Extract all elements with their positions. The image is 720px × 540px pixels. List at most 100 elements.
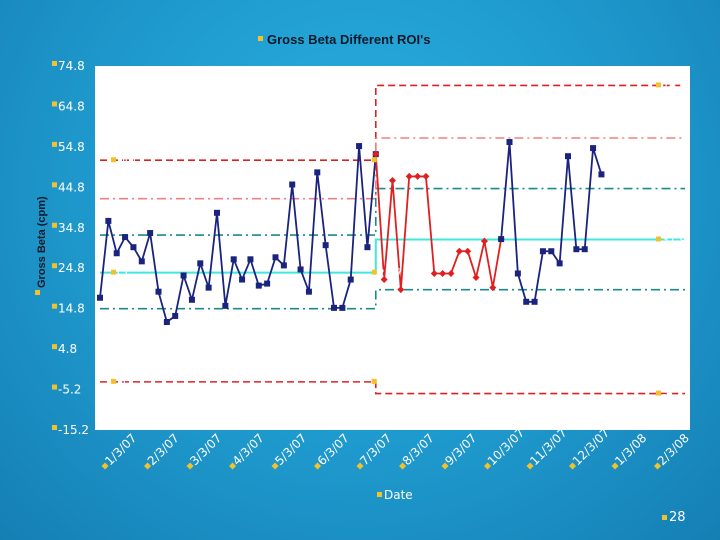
y-tick-bullet (52, 101, 57, 107)
title-bullet (258, 36, 263, 41)
x-tick-label: 5/3/07 (272, 431, 309, 468)
data-point (197, 260, 204, 267)
x-tick-label: 1/3/07 (102, 431, 139, 468)
control-line-ucl (100, 84, 685, 162)
control-line-upper-2sigma (100, 137, 685, 200)
x-tick: 9/3/07 (441, 431, 479, 470)
data-point (289, 181, 296, 188)
data-point (581, 246, 588, 253)
x-tick: 1/3/08 (611, 431, 649, 470)
data-point (430, 269, 438, 277)
x-tick: 3/3/07 (186, 431, 224, 470)
label-lcl-left: LCL (117, 376, 138, 389)
data-point (272, 254, 279, 261)
x-tick-label: 3/3/07 (187, 431, 224, 468)
x-tick-bullet (229, 462, 237, 470)
data-point (405, 172, 413, 180)
data-point (305, 288, 312, 295)
control-limit-labels: UCL 50.4 70.0 CL 23.7 31.9 LCL -3.3 -6.2 (111, 79, 687, 401)
label-ucl-step-bullet (371, 157, 377, 163)
data-point (455, 247, 463, 255)
data-point (130, 244, 137, 251)
data-point (489, 284, 497, 292)
control-line-cl (100, 238, 685, 274)
y-tick-label: 74.8 (58, 59, 85, 73)
data-point (556, 260, 563, 267)
label-lcl-right: -6.2 (662, 388, 683, 401)
x-tick-bullet (101, 462, 109, 470)
label-ucl-left: UCL (117, 154, 140, 167)
data-point (297, 266, 304, 273)
data-point (147, 230, 154, 237)
y-tick-bullet (52, 384, 57, 390)
data-point (122, 234, 129, 241)
y-axis-title: Gross Beta (cpm) (36, 196, 48, 288)
data-point (331, 304, 337, 311)
data-point (364, 244, 371, 251)
data-point (548, 248, 555, 255)
y-tick-label: 54.8 (58, 140, 85, 154)
data-point (464, 247, 472, 255)
data-point (565, 153, 571, 160)
x-tick: 5/3/07 (271, 431, 309, 470)
data-point (389, 176, 396, 184)
x-tick-label: 2/3/07 (145, 431, 182, 468)
slide-number-text: 28 (669, 510, 686, 525)
y-axis-title-bullet (35, 290, 40, 295)
data-point (222, 302, 229, 309)
data-point (280, 262, 287, 269)
data-point (205, 284, 212, 291)
label-lcl-right-bullet (656, 390, 661, 396)
y-tick-label: -5.2 (58, 383, 81, 397)
data-point (414, 172, 422, 180)
data-point (255, 282, 262, 289)
control-limit-lines (100, 84, 685, 395)
x-axis-caption-group: Date (377, 488, 413, 502)
label-cl-left-bullet (111, 269, 116, 275)
data-point (97, 294, 103, 301)
data-point (188, 296, 195, 303)
x-tick-label: 12/3/07 (570, 426, 613, 469)
label-lcl-step-bullet (371, 378, 377, 384)
series-line-1 (374, 154, 503, 290)
data-point (380, 276, 388, 284)
data-point (531, 298, 538, 305)
data-point (105, 217, 112, 224)
x-axis-caption: Date (384, 488, 413, 502)
x-tick: 10/3/07 (484, 426, 527, 470)
label-cl-left: CL (117, 267, 132, 280)
series-line-0 (99, 146, 377, 324)
data-point (372, 150, 380, 158)
x-tick-label: 4/3/07 (230, 431, 267, 468)
control-line-upper-1sigma (100, 187, 685, 236)
x-tick-label: 9/3/07 (442, 431, 479, 468)
y-tick-label: 34.8 (58, 221, 85, 235)
data-point (472, 274, 480, 282)
y-tick-label: 44.8 (58, 180, 85, 194)
label-cl-right: 31.9 (662, 234, 687, 247)
y-tick-bullet (52, 263, 57, 269)
x-tick-bullet (144, 462, 152, 470)
label-cl-right-bullet (656, 236, 661, 242)
y-tick-label: 14.8 (58, 302, 85, 316)
x-tick-label: 2/3/08 (655, 431, 692, 468)
data-point (498, 236, 505, 243)
data-point (447, 269, 455, 277)
plot-area (95, 66, 690, 430)
data-point (214, 209, 220, 216)
x-tick-label: 11/3/07 (527, 426, 570, 469)
data-point (172, 312, 179, 319)
data-point (590, 145, 597, 152)
x-tick: 2/3/08 (654, 431, 692, 470)
data-point (422, 172, 430, 180)
data-point (113, 250, 120, 257)
y-tick-labels: 74.8 64.8 54.8 44.8 34.8 24.8 14.8 4.8 -5.2 -15.2 (52, 59, 89, 437)
slide-number: 28 (662, 510, 686, 525)
data-point (439, 269, 447, 277)
label-cl-step-bullet (371, 269, 377, 275)
y-tick-bullet (52, 61, 57, 66)
x-tick: 6/3/07 (314, 431, 352, 470)
data-point (230, 256, 237, 263)
label-ucl-left-bullet (111, 157, 116, 163)
